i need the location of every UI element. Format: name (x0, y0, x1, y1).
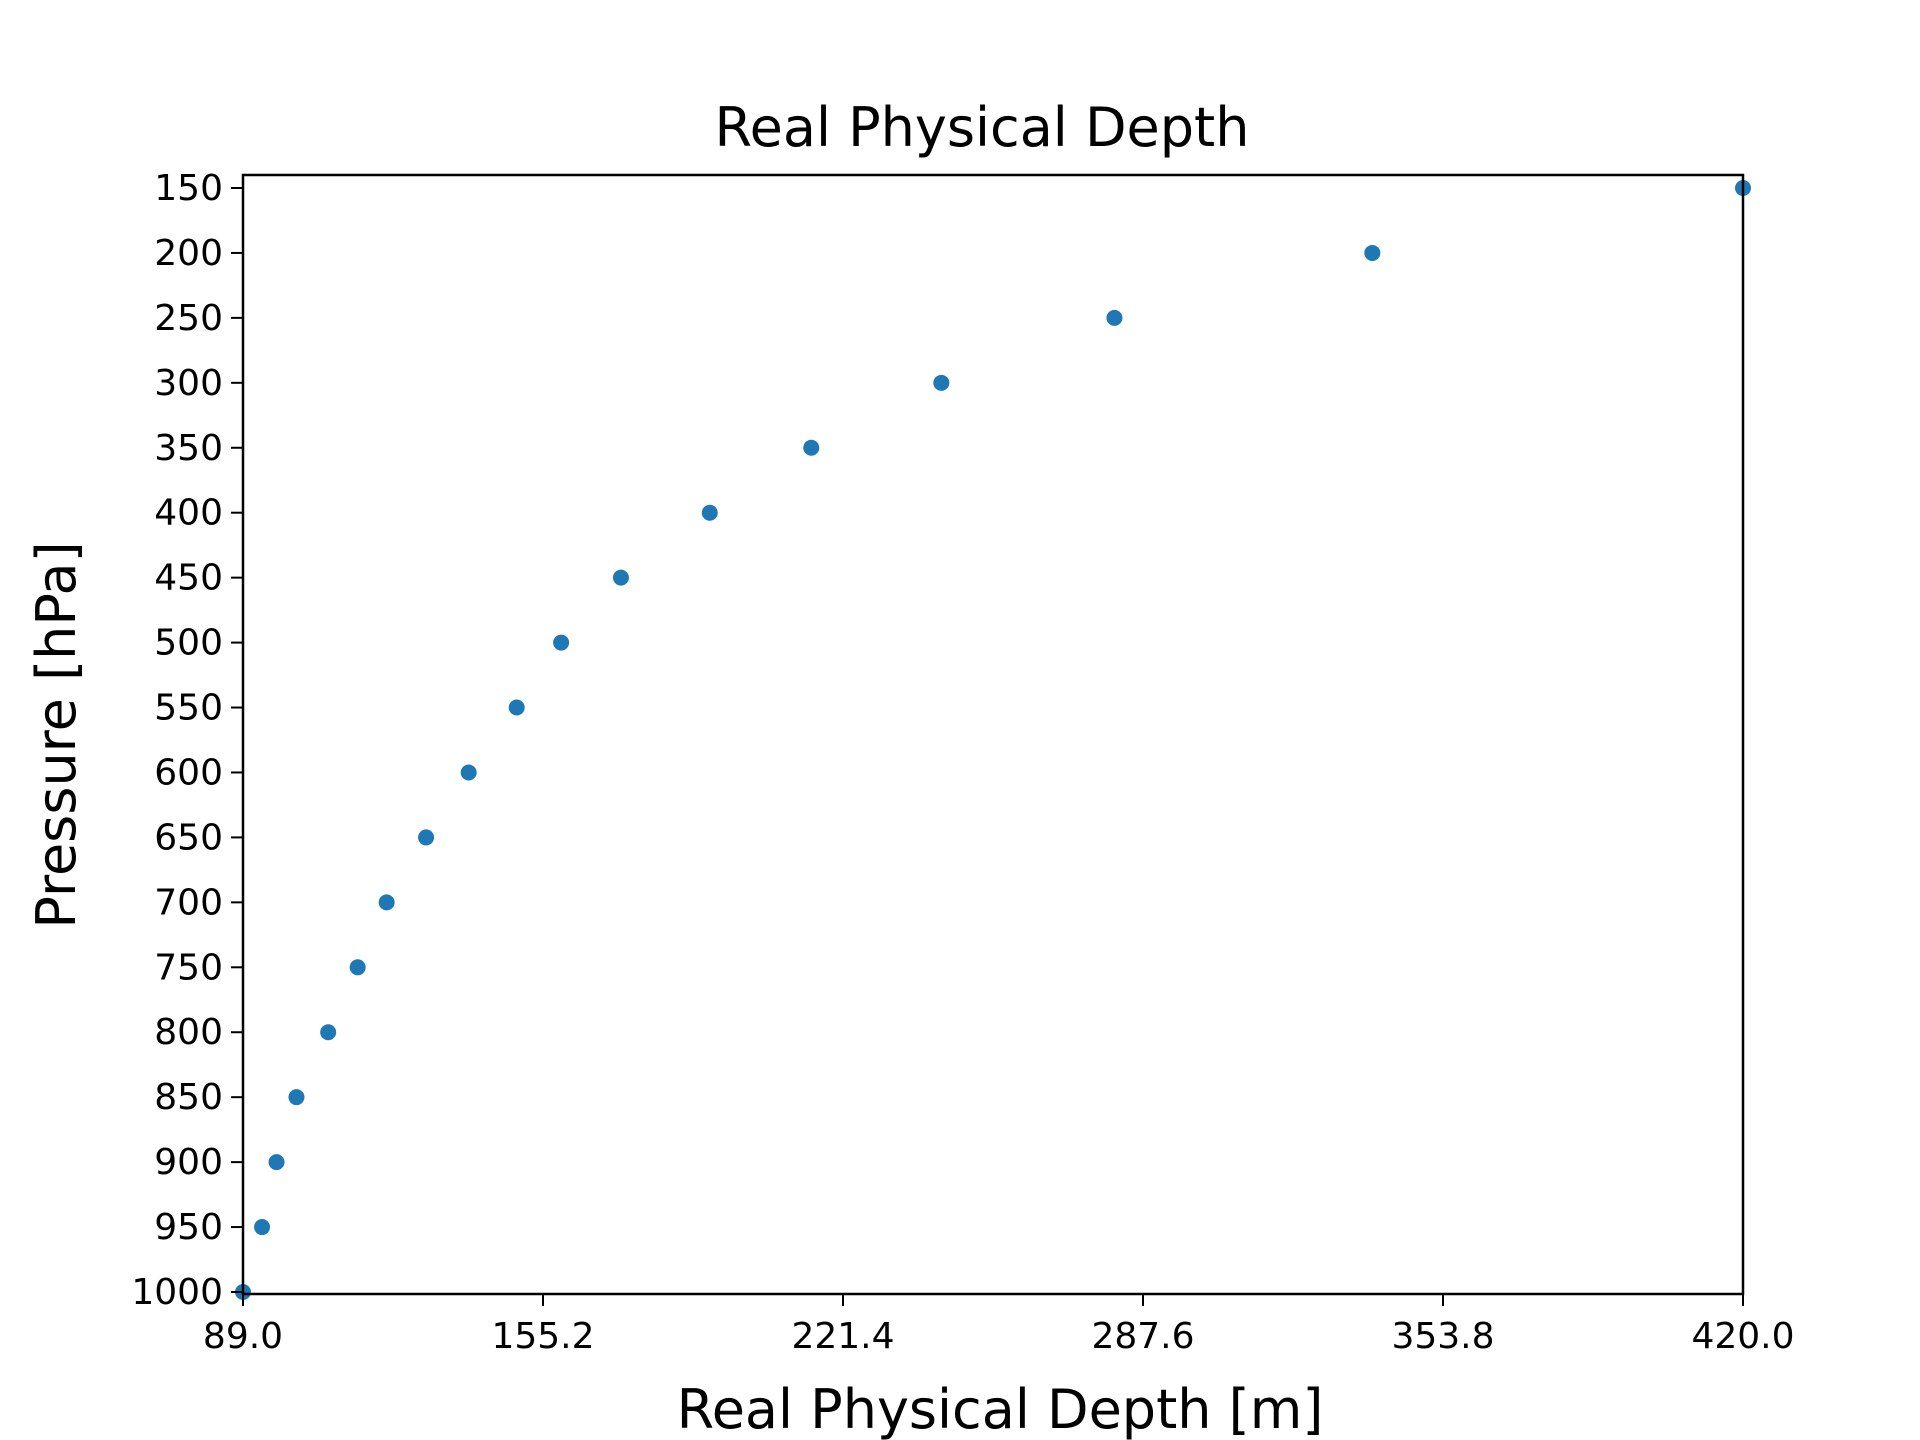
data-point (508, 699, 525, 716)
y-tick-label: 350 (154, 428, 223, 469)
data-point (701, 504, 718, 521)
plot-frame (241, 173, 1745, 1296)
x-tick-label: 353.8 (1391, 1316, 1494, 1357)
y-tick-label: 650 (154, 817, 223, 858)
y-tick-label: 750 (154, 947, 223, 988)
y-tick-label: 150 (154, 168, 223, 209)
y-tick-label: 200 (154, 233, 223, 274)
x-tick-label: 287.6 (1091, 1316, 1194, 1357)
data-point (254, 1219, 271, 1236)
y-axis: 150 200 250 300 350 400 450 500 550 600 650 700 750 8… (131, 168, 243, 1313)
data-point (933, 374, 950, 391)
data-point (320, 1024, 337, 1041)
y-tick-label: 950 (154, 1207, 223, 1248)
y-tick-label: 500 (154, 623, 223, 664)
y-tick-label: 250 (154, 298, 223, 339)
y-tick-label: 800 (154, 1012, 223, 1053)
y-tick-label: 850 (154, 1077, 223, 1118)
y-tick-label: 450 (154, 558, 223, 599)
y-tick-label: 550 (154, 688, 223, 729)
x-tick-label: 221.4 (791, 1316, 894, 1357)
data-point (418, 829, 435, 846)
y-tick-label: 600 (154, 752, 223, 793)
data-point (1364, 244, 1381, 261)
y-axis-label: Pressure [hPa] (25, 541, 88, 928)
y-tick-label: 1000 (131, 1272, 223, 1313)
x-axis: 89.0 155.2 221.4 287.6 353.8 420.0 (203, 1294, 1795, 1357)
data-point (803, 439, 820, 456)
data-point (349, 959, 366, 976)
data-points (235, 180, 1751, 1300)
x-tick-label: 89.0 (203, 1316, 283, 1357)
x-tick-label: 155.2 (491, 1316, 594, 1357)
data-point (378, 894, 395, 911)
chart-title: Real Physical Depth (715, 96, 1250, 159)
data-point (288, 1089, 305, 1106)
data-point (553, 634, 570, 651)
x-axis-label: Real Physical Depth [m] (677, 1378, 1324, 1440)
y-tick-label: 700 (154, 882, 223, 923)
x-tick-label: 420.0 (1691, 1316, 1794, 1357)
data-point (460, 764, 477, 781)
data-point (612, 569, 629, 586)
y-tick-label: 900 (154, 1142, 223, 1183)
y-tick-label: 300 (154, 363, 223, 404)
data-point (1106, 309, 1123, 326)
y-tick-label: 400 (154, 493, 223, 534)
data-point (268, 1154, 285, 1171)
